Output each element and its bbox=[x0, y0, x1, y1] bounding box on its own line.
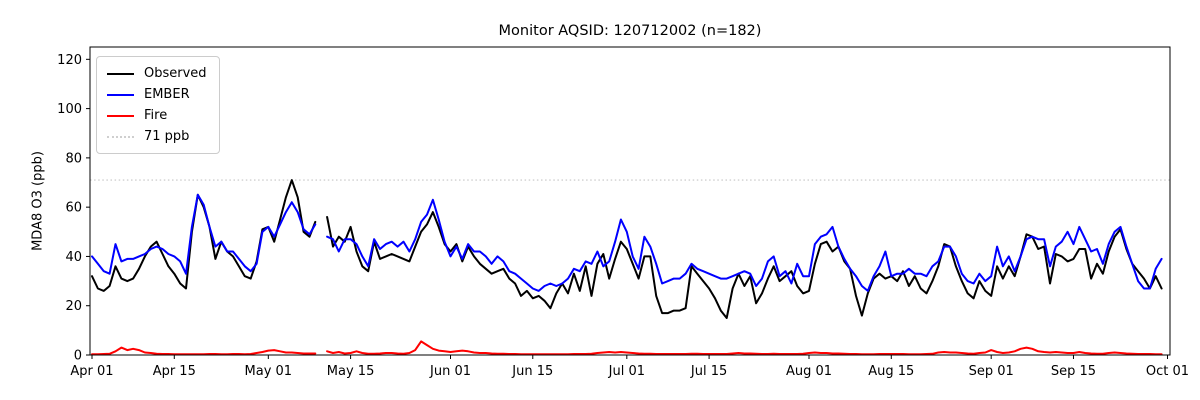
y-tick-label: 80 bbox=[65, 151, 82, 166]
y-tick-label: 100 bbox=[57, 102, 82, 117]
x-tick-label: Sep 15 bbox=[1051, 364, 1096, 379]
x-tick-label: Apr 01 bbox=[70, 364, 113, 379]
series-line-fire bbox=[91, 340, 1163, 356]
x-tick-label: Apr 15 bbox=[153, 364, 196, 379]
legend-label-threshold: 71 ppb bbox=[144, 129, 190, 144]
ember-line-swatch bbox=[107, 93, 134, 96]
y-tick-label: 60 bbox=[65, 201, 82, 216]
legend-item-threshold: 71 ppb bbox=[107, 126, 207, 147]
x-tick-label: Sep 01 bbox=[969, 364, 1014, 379]
x-tick-label: Jun 01 bbox=[429, 364, 471, 379]
series-line-ember bbox=[91, 193, 1163, 292]
legend-item-fire: Fire bbox=[107, 105, 207, 126]
x-tick-label: Jul 01 bbox=[608, 364, 645, 379]
x-tick-label: Aug 01 bbox=[786, 364, 832, 379]
threshold-line-swatch bbox=[107, 135, 134, 138]
x-tick-label: Aug 15 bbox=[868, 364, 914, 379]
x-tick-label: Jul 15 bbox=[690, 364, 727, 379]
y-tick-label: 20 bbox=[65, 299, 82, 314]
fire-line-swatch bbox=[107, 114, 134, 117]
plot-border bbox=[89, 46, 1171, 356]
chart-title: Monitor AQSID: 120712002 (n=182) bbox=[498, 23, 762, 39]
observed-line-swatch bbox=[107, 72, 134, 75]
legend-label-ember: EMBER bbox=[144, 87, 190, 102]
x-tick-label: Oct 01 bbox=[1146, 364, 1189, 379]
legend-label-observed: Observed bbox=[144, 66, 207, 81]
series-line-observed bbox=[91, 179, 1163, 319]
legend: Observed EMBER Fire 71 ppb bbox=[96, 56, 220, 154]
x-tick-label: May 15 bbox=[327, 364, 375, 379]
x-tick-label: May 01 bbox=[245, 364, 293, 379]
legend-label-fire: Fire bbox=[144, 108, 168, 123]
x-tick-label: Jun 15 bbox=[511, 364, 553, 379]
y-tick-label: 0 bbox=[74, 349, 82, 364]
y-tick-label: 120 bbox=[57, 53, 82, 68]
y-tick-label: 40 bbox=[65, 250, 82, 265]
y-axis-label: MDA8 O3 (ppb) bbox=[30, 151, 46, 251]
legend-item-observed: Observed bbox=[107, 63, 207, 84]
legend-item-ember: EMBER bbox=[107, 84, 207, 105]
